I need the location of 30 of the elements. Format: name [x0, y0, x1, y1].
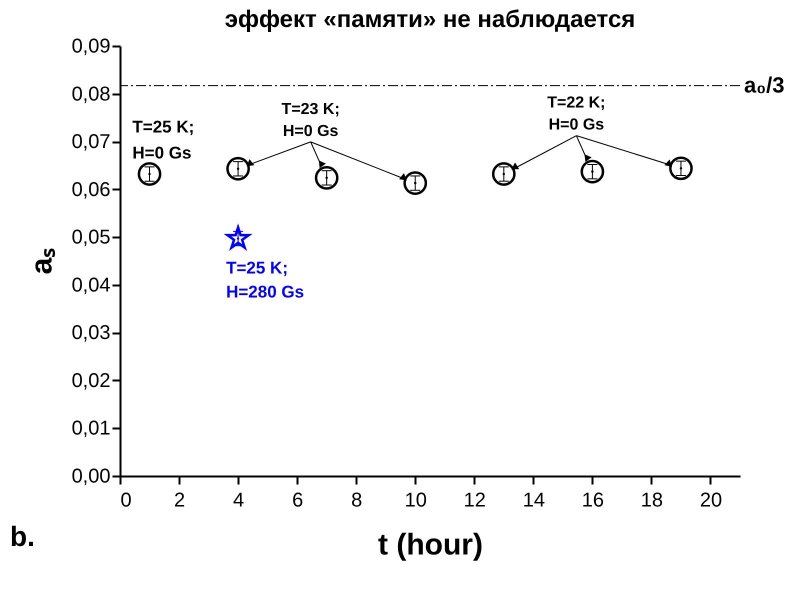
text: b.: [10, 521, 35, 552]
y-tick-label: 0,05: [72, 226, 110, 249]
y-tick-label: 0,01: [72, 418, 110, 440]
x-tick-label: 6: [292, 490, 304, 512]
y-tick-label: 0,04: [72, 274, 110, 296]
x-tick-label: 8: [351, 490, 362, 512]
x-axis-title: t (hour): [378, 528, 483, 562]
chart-title: эффект «памяти» не наблюдается: [224, 6, 636, 33]
y-tick-label: 0,07: [72, 131, 110, 154]
y-tick-label: 0,06: [72, 178, 110, 201]
y-tick-label: 0,00: [72, 466, 110, 488]
x-tick-label: 20: [700, 490, 722, 512]
y-tick-label: 0,09: [72, 36, 110, 58]
annotation: T=22 K; H=0 Gs: [547, 94, 606, 134]
x-tick-label: 10: [404, 490, 427, 512]
y-tick-label: 0,08: [72, 83, 110, 106]
x-tick-label: 0: [120, 490, 132, 512]
y-tick-label: 0,02: [72, 370, 110, 392]
annotation: T=25 K; H=0 Gs: [132, 118, 194, 163]
x-tick-label: 14: [522, 490, 545, 512]
x-tick-label: 18: [640, 490, 664, 512]
y-axis-title: aₛ: [26, 248, 59, 274]
x-tick-label: 4: [233, 490, 244, 512]
x-tick-label: 16: [582, 490, 604, 512]
ref-line-label: a₀/3: [744, 72, 784, 98]
y-tick-label: 0,03: [72, 322, 110, 344]
annotation: T=23 K; H=0 Gs: [282, 100, 340, 140]
series-label: T=25 K; H=280 Gs: [226, 258, 304, 302]
x-tick-label: 12: [464, 490, 486, 512]
x-tick-label: 2: [174, 490, 186, 512]
